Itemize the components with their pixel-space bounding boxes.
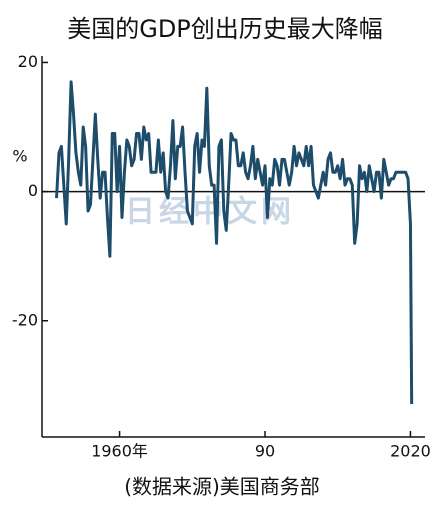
x-tick-label: 2020 <box>390 442 430 461</box>
y-tick-label: 0 <box>28 181 38 200</box>
y-tick-label: -20 <box>12 310 38 329</box>
x-tick-label: 90 <box>255 442 275 461</box>
chart-title: 美国的GDP创出历史最大降幅 <box>67 15 383 43</box>
y-axis-label: % <box>12 147 27 166</box>
data-line <box>55 80 414 405</box>
y-tick-label: 20 <box>18 52 38 71</box>
source: (数据来源)美国商务部 <box>124 475 320 499</box>
watermark: 日经中文网 <box>125 195 295 230</box>
x-tick-label: 1960年 <box>91 442 148 461</box>
